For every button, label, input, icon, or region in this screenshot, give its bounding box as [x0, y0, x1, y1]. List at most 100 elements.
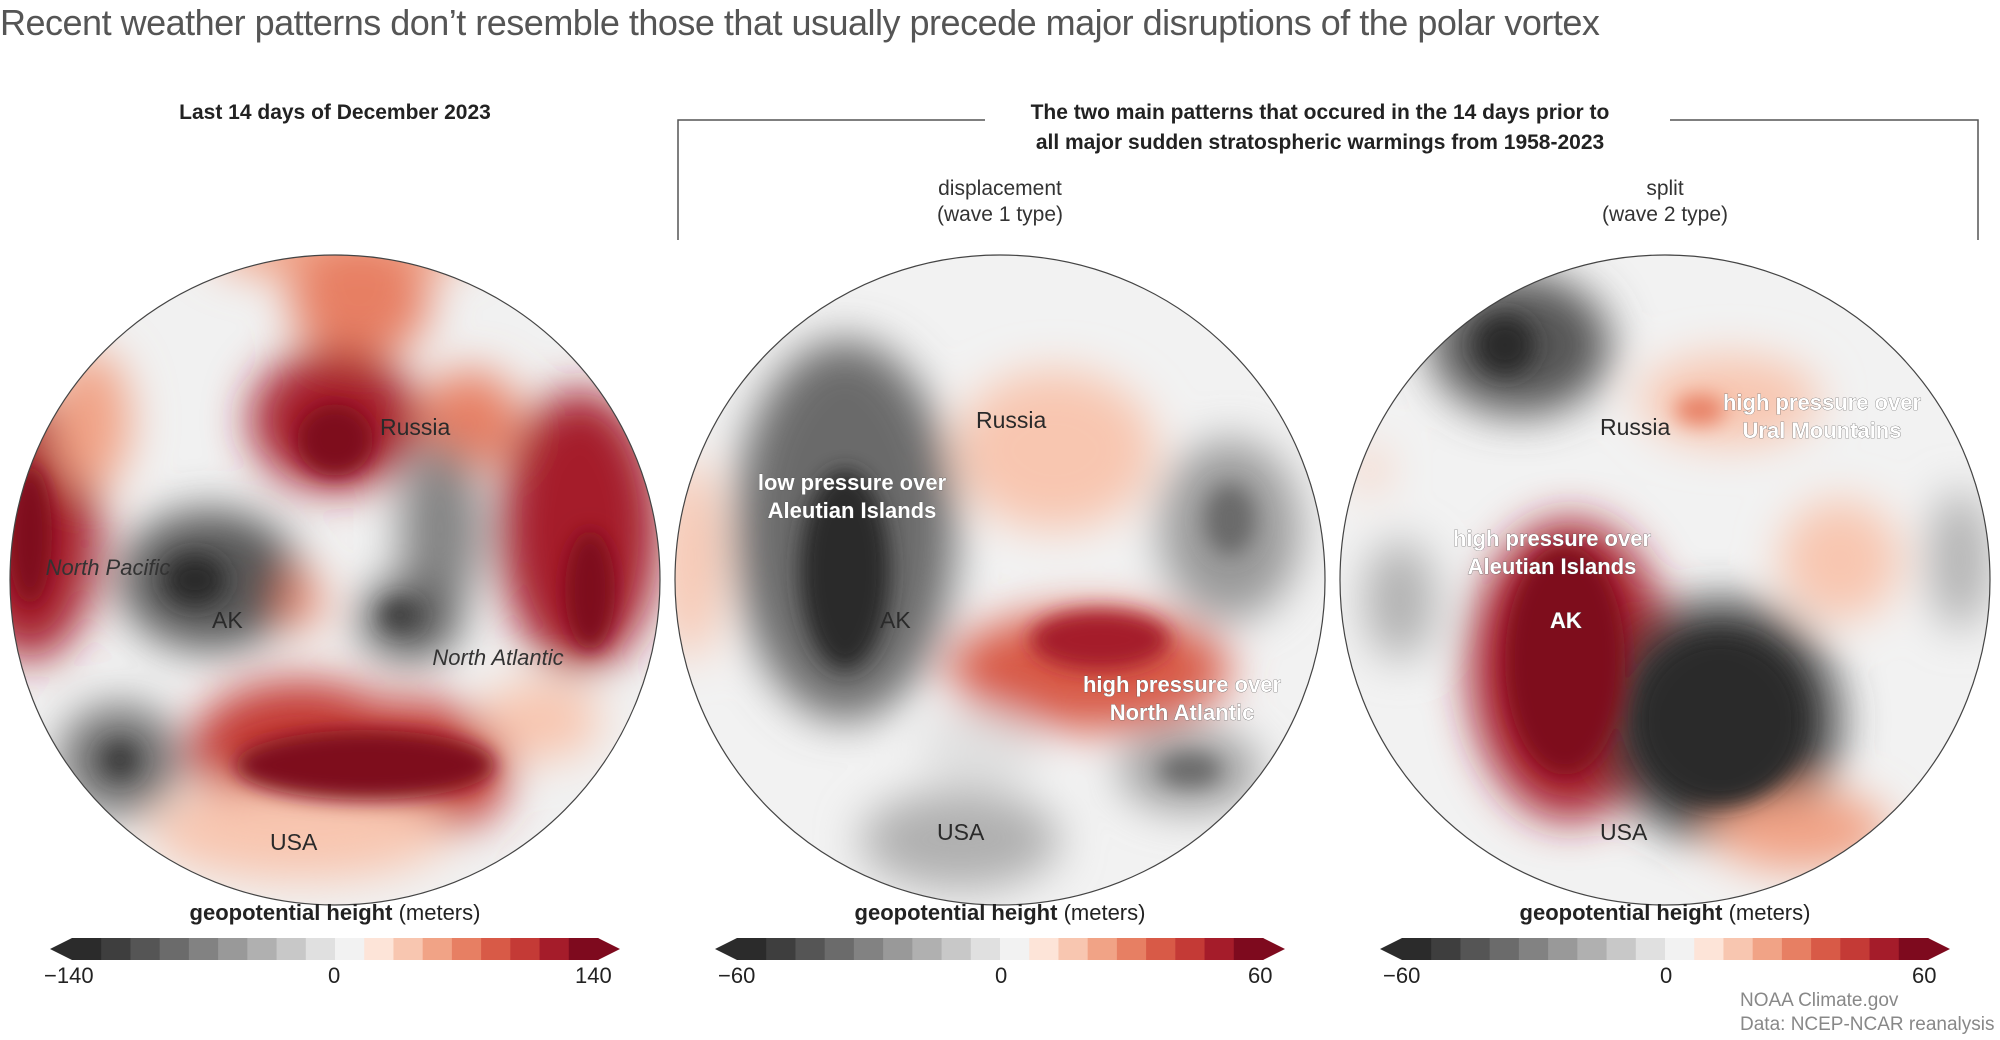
legend3-min: −60 — [1383, 963, 1421, 988]
legend2-title-unit: (meters) — [1063, 900, 1146, 925]
colorbar-swatch — [1752, 938, 1783, 960]
colorbar-swatch — [539, 938, 570, 960]
colorbar-swatch — [1781, 938, 1812, 960]
colorbar-arrow-left — [1380, 938, 1402, 960]
p3-label-aleut1: high pressure over — [1453, 526, 1652, 551]
colorbar-arrow-right — [598, 938, 620, 960]
colorbar-swatch — [941, 938, 972, 960]
p2-label-low1: low pressure over — [758, 470, 947, 495]
colorbar-swatch — [824, 938, 855, 960]
map-panel2 — [675, 255, 1325, 905]
legend2-mid: 0 — [995, 963, 1008, 988]
colorbar-arrow-right — [1263, 938, 1285, 960]
legend3-title-bold: geopotential height — [1519, 900, 1723, 925]
legend2-title-bold: geopotential height — [854, 900, 1058, 925]
colorbar-swatch — [130, 938, 161, 960]
colorbar-swatch — [276, 938, 307, 960]
map3-border — [1339, 254, 1991, 906]
colorbar-arrow-left — [50, 938, 72, 960]
map-panel1 — [10, 255, 660, 905]
colorbar-swatch — [1233, 938, 1264, 960]
panel1-heading: Last 14 days of December 2023 — [179, 101, 491, 124]
p1-label-north: North Pacific — [46, 555, 171, 580]
colorbar-swatch — [1518, 938, 1549, 960]
colorbar-swatch — [1548, 938, 1578, 960]
credit-line2: Data: NCEP-NCAR reanalysis — [1740, 1014, 1995, 1035]
legend1-min: −140 — [44, 963, 94, 988]
colorbar-swatch — [188, 938, 219, 960]
colorbar-swatch — [1431, 938, 1461, 960]
legend3-mid: 0 — [1660, 963, 1673, 988]
legend1-title: geopotential height (meters) — [175, 900, 495, 926]
colorbar-swatch — [1869, 938, 1900, 960]
colorbar-arrow-right — [1928, 938, 1950, 960]
colorbar-swatch — [451, 938, 482, 960]
legend2-min: −60 — [718, 963, 756, 988]
colorbar-swatch — [1577, 938, 1608, 960]
colorbar-swatch — [1029, 938, 1059, 960]
p2-label-ak: AK — [880, 607, 911, 633]
p2-label-high2: North Atlantic — [1110, 700, 1255, 725]
colorbar-swatch — [1146, 938, 1176, 960]
credit-line1: NOAA Climate.gov — [1740, 990, 1899, 1011]
colorbar-swatch — [247, 938, 278, 960]
legend1-mid: 0 — [328, 963, 341, 988]
page-title: Recent weather patterns don’t resemble t… — [0, 2, 1600, 43]
p3-label-usa: USA — [1600, 819, 1648, 845]
colorbar-swatch — [1489, 938, 1520, 960]
p2-label-usa: USA — [937, 819, 985, 845]
colorbar-arrow-left — [715, 938, 737, 960]
colorbar-swatch — [1840, 938, 1871, 960]
colorbar-swatch — [1087, 938, 1118, 960]
map1-border — [9, 254, 661, 906]
p1-label-ak: AK — [212, 607, 243, 633]
legend1-title-unit: (meters) — [398, 900, 481, 925]
colorbar-swatch — [72, 938, 102, 960]
colorbar-swatch — [1116, 938, 1147, 960]
colorbar-swatch — [1606, 938, 1637, 960]
legend3-max: 60 — [1912, 963, 1937, 988]
colorbar-swatch — [364, 938, 394, 960]
colorbar-swatch — [1811, 938, 1841, 960]
colorbar-swatch — [1665, 938, 1695, 960]
colorbar-swatch — [510, 938, 541, 960]
panel2-heading-line1: displacement — [938, 177, 1062, 200]
colorbar-swatch — [1402, 938, 1432, 960]
colorbar-swatch — [159, 938, 190, 960]
colorbar-panel2 — [715, 938, 1285, 960]
colorbar-swatch — [305, 938, 336, 960]
colorbar-swatch — [1723, 938, 1754, 960]
colorbar-swatch — [101, 938, 131, 960]
legend1-title-bold: geopotential height — [189, 900, 393, 925]
colorbar-swatch — [481, 938, 511, 960]
p1-label-north-atlantic: North Atlantic — [432, 645, 563, 670]
colorbar-swatch — [568, 938, 599, 960]
colorbar-panel3 — [1380, 938, 1950, 960]
colorbar-swatch — [766, 938, 796, 960]
p3-label-ural1: high pressure over — [1723, 390, 1922, 415]
map-panel3 — [1340, 255, 1990, 905]
legend3-title: geopotential height (meters) — [1505, 900, 1825, 926]
colorbar-swatch — [1058, 938, 1089, 960]
colorbar-swatch — [1000, 938, 1030, 960]
colorbar-swatch — [1635, 938, 1666, 960]
colorbar-swatch — [1694, 938, 1724, 960]
colorbar-swatch — [883, 938, 913, 960]
colorbar-swatch — [970, 938, 1001, 960]
bracket-heading-line1: The two main patterns that occured in th… — [1030, 101, 1610, 124]
colorbar-swatch — [422, 938, 453, 960]
bracket-line — [677, 119, 1979, 240]
colorbar-swatch — [335, 938, 365, 960]
p1-label-usa: USA — [270, 829, 318, 855]
colorbar-swatch — [1175, 938, 1206, 960]
colorbar-swatch — [912, 938, 943, 960]
p2-label-russia: Russia — [976, 407, 1047, 433]
colorbar-swatch — [1460, 938, 1491, 960]
legend3-title-unit: (meters) — [1728, 900, 1811, 925]
map2-border — [674, 254, 1326, 906]
colorbar-swatch — [737, 938, 767, 960]
colorbar-swatch — [218, 938, 248, 960]
legend2-title: geopotential height (meters) — [840, 900, 1160, 926]
colorbar-swatch — [853, 938, 884, 960]
